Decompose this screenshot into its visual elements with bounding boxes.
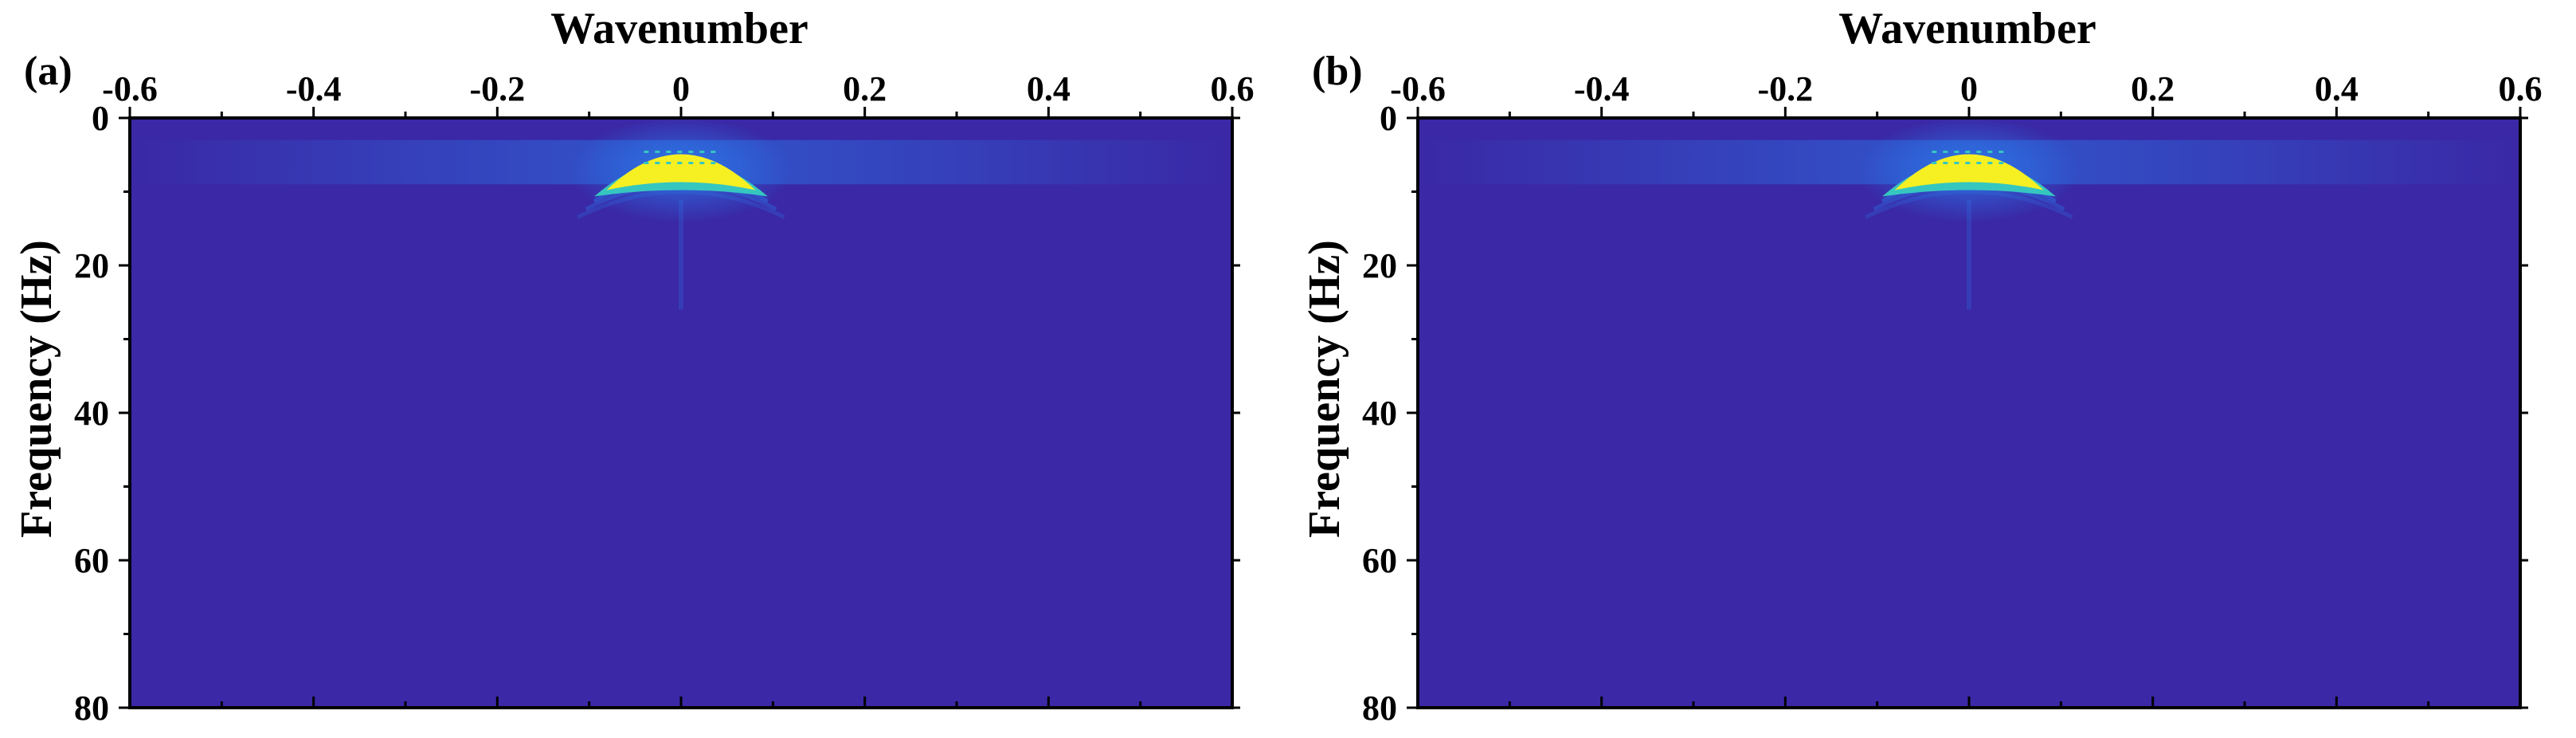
plot-frame-a <box>128 116 1234 709</box>
energy-arc <box>1865 190 2073 219</box>
y-axis-label-b: Frequency (Hz) <box>1300 240 1349 538</box>
y-tick-label: 0 <box>1380 99 1397 138</box>
x-tick-label: 0 <box>672 69 690 108</box>
y-axis-label-a: Frequency (Hz) <box>12 240 61 538</box>
x-tick-label: 0.6 <box>1211 69 1255 108</box>
x-axis-label-b: Wavenumber <box>1838 4 2096 53</box>
x-tick-label: 0.4 <box>2315 69 2359 108</box>
x-tick-label: 0.4 <box>1027 69 1071 108</box>
x-tick-label: -0.2 <box>470 69 526 108</box>
heatmap-a <box>130 116 1232 708</box>
x-tick-label: 0.2 <box>2131 69 2175 108</box>
chart-panel-a: -0.6 -0.4 -0.2 0 0.2 0.4 0.6 0 20 40 60 80 (a) Wave… <box>12 4 1255 728</box>
x-tick-label: -0.2 <box>1758 69 1814 108</box>
y-tick-label: 60 <box>1362 541 1397 580</box>
ticks-a: -0.6 -0.4 -0.2 0 0.2 0.4 0.6 0 20 40 60 80 <box>74 69 1255 728</box>
y-tick-label: 80 <box>74 689 109 728</box>
y-tick-label: 40 <box>1362 394 1397 433</box>
x-tick-label: -0.4 <box>1574 69 1630 108</box>
heatmap-b <box>1418 116 2520 708</box>
energy-arc <box>577 190 785 219</box>
y-tick-label: 0 <box>92 99 109 138</box>
panel-label-a: (a) <box>24 49 72 94</box>
chart-panel-b: -0.6 -0.4 -0.2 0 0.2 0.4 0.6 0 20 40 60 80 (b) Wave… <box>1288 0 2576 738</box>
x-tick-label: -0.4 <box>286 69 342 108</box>
x-tick-label: -0.6 <box>102 69 158 108</box>
plot-frame-b <box>1416 116 2522 709</box>
y-tick-label: 60 <box>74 541 109 580</box>
x-tick-label: 0.2 <box>843 69 887 108</box>
y-tick-label: 20 <box>1362 246 1397 285</box>
panel-label-b: (b) <box>1312 49 1363 94</box>
x-tick-label: 0 <box>1960 69 1978 108</box>
chart-b-svg: -0.6 -0.4 -0.2 0 0.2 0.4 0.6 0 20 40 60 80 (b) Wave… <box>1300 4 2543 728</box>
y-tick-label: 20 <box>74 246 109 285</box>
chart-a-svg: -0.6 -0.4 -0.2 0 0.2 0.4 0.6 0 20 40 60 80 (a) Wave… <box>12 4 1255 728</box>
y-tick-label: 80 <box>1362 689 1397 728</box>
x-tick-label: 0.6 <box>2499 69 2543 108</box>
y-tick-label: 40 <box>74 394 109 433</box>
x-tick-label: -0.6 <box>1390 69 1446 108</box>
x-axis-label-a: Wavenumber <box>550 4 808 53</box>
